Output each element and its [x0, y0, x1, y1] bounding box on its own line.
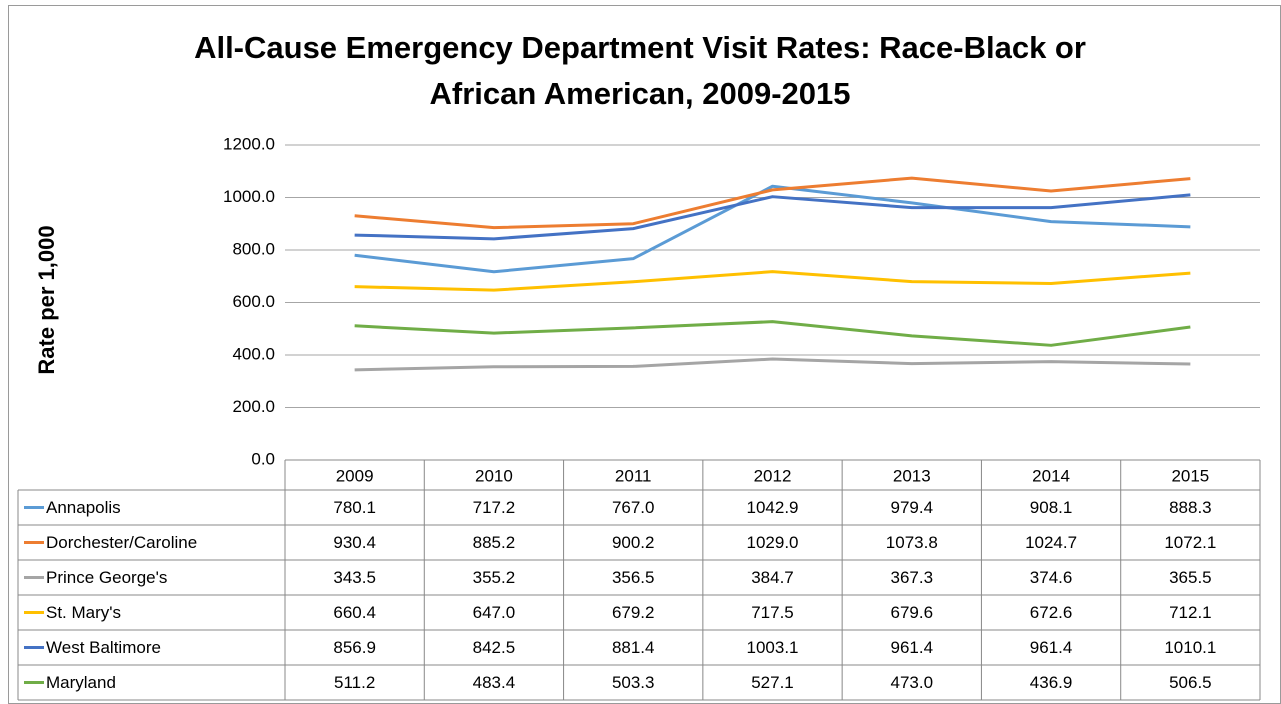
table-cell: 881.4 — [612, 638, 655, 657]
table-cell: 679.6 — [891, 603, 934, 622]
legend-label: Annapolis — [46, 498, 121, 517]
table-cell: 647.0 — [473, 603, 516, 622]
table-cell: 679.2 — [612, 603, 655, 622]
table-cell: 365.5 — [1169, 568, 1212, 587]
table-cell: 717.5 — [751, 603, 794, 622]
table-cell: 900.2 — [612, 533, 655, 552]
legend-label: West Baltimore — [46, 638, 161, 657]
y-tick-label: 200.0 — [232, 397, 275, 416]
x-tick-label: 2012 — [754, 466, 792, 485]
table-cell: 473.0 — [891, 673, 934, 692]
table-cell: 355.2 — [473, 568, 516, 587]
table-cell: 1024.7 — [1025, 533, 1077, 552]
y-tick-label: 800.0 — [232, 239, 275, 258]
x-tick-label: 2015 — [1171, 466, 1209, 485]
table-cell: 1029.0 — [747, 533, 799, 552]
table-cell: 436.9 — [1030, 673, 1073, 692]
table-cell: 712.1 — [1169, 603, 1212, 622]
table-cell: 511.2 — [334, 673, 375, 692]
table-cell: 888.3 — [1169, 498, 1212, 517]
table-cell: 908.1 — [1030, 498, 1073, 517]
table-cell: 856.9 — [333, 638, 376, 657]
table-cell: 961.4 — [891, 638, 934, 657]
table-cell: 343.5 — [333, 568, 376, 587]
series-line — [354, 193, 1191, 241]
table-cell: 1072.1 — [1164, 533, 1216, 552]
legend-label: Dorchester/Caroline — [46, 533, 197, 552]
table-cell: 367.3 — [891, 568, 934, 587]
x-tick-label: 2014 — [1032, 466, 1070, 485]
table-cell: 527.1 — [751, 673, 794, 692]
table-cell: 1042.9 — [747, 498, 799, 517]
table-cell: 961.4 — [1030, 638, 1073, 657]
y-tick-label: 400.0 — [232, 344, 275, 363]
table-cell: 979.4 — [891, 498, 934, 517]
series-line — [354, 320, 1191, 347]
table-cell: 1010.1 — [1164, 638, 1216, 657]
x-tick-label: 2010 — [475, 466, 513, 485]
legend-label: Maryland — [46, 673, 116, 692]
table-cell: 503.3 — [612, 673, 655, 692]
table-cell: 842.5 — [473, 638, 516, 657]
table-cell: 780.1 — [333, 498, 376, 517]
series-line — [354, 357, 1191, 372]
y-tick-label: 0.0 — [251, 449, 275, 468]
chart-title: African American, 2009-2015 — [429, 76, 850, 111]
table-cell: 374.6 — [1030, 568, 1073, 587]
table-cell: 1003.1 — [747, 638, 799, 657]
table-cell: 767.0 — [612, 498, 655, 517]
table-cell: 930.4 — [333, 533, 376, 552]
table-cell: 885.2 — [473, 533, 516, 552]
table-cell: 717.2 — [473, 498, 516, 517]
table-cell: 1073.8 — [886, 533, 938, 552]
y-tick-label: 1200.0 — [223, 134, 275, 153]
legend-label: Prince George's — [46, 568, 167, 587]
table-cell: 660.4 — [333, 603, 376, 622]
y-tick-label: 1000.0 — [223, 187, 275, 206]
legend-label: St. Mary's — [46, 603, 121, 622]
chart-title: All-Cause Emergency Department Visit Rat… — [194, 30, 1086, 65]
x-tick-label: 2011 — [615, 466, 652, 485]
table-cell: 672.6 — [1030, 603, 1073, 622]
y-tick-label: 600.0 — [232, 292, 275, 311]
table-cell: 483.4 — [473, 673, 516, 692]
series-line — [354, 184, 1191, 274]
table-cell: 356.5 — [612, 568, 655, 587]
x-tick-label: 2009 — [336, 466, 374, 485]
y-axis-label: Rate per 1,000 — [34, 225, 59, 374]
table-cell: 384.7 — [751, 568, 794, 587]
series-line — [354, 270, 1191, 292]
x-tick-label: 2013 — [893, 466, 931, 485]
table-cell: 506.5 — [1169, 673, 1212, 692]
series-line — [354, 176, 1191, 230]
